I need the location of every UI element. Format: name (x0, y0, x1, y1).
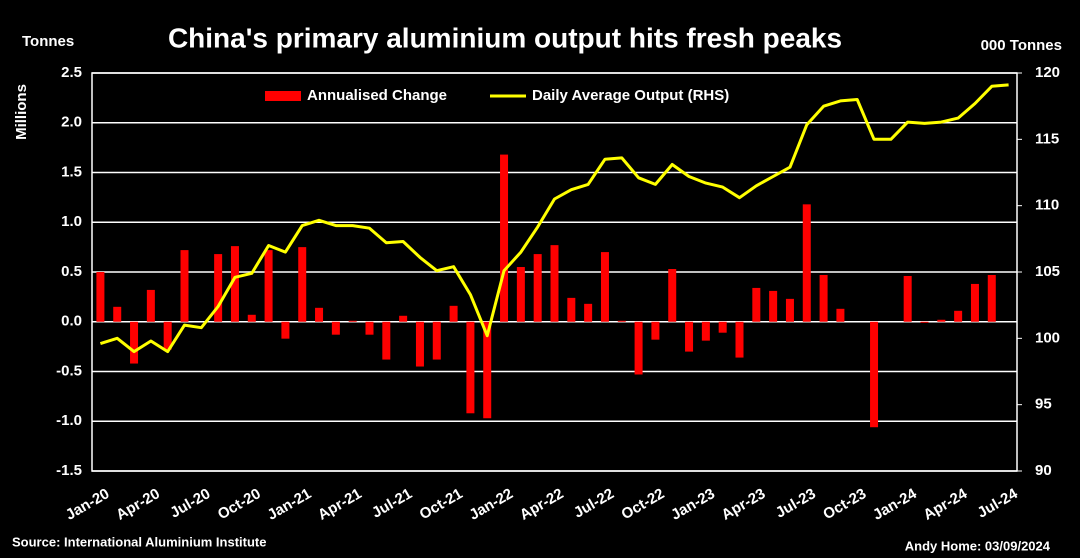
bar (331, 321, 340, 335)
plot-border (91, 72, 1018, 472)
x-tick-label: Jul-23 (773, 485, 819, 521)
x-tick-label: Jan-23 (668, 485, 718, 523)
bar (298, 247, 307, 322)
bar (130, 321, 139, 364)
bar (785, 298, 794, 322)
bar (685, 321, 694, 352)
bar (449, 305, 458, 322)
y2-tick-label: 115 (1035, 130, 1059, 147)
bar (281, 321, 290, 339)
bar (752, 287, 761, 322)
y2-tick-label: 120 (1035, 64, 1060, 81)
bar (954, 310, 963, 322)
legend-label: Daily Average Output (RHS) (532, 87, 729, 104)
source: Source: International Aluminium Institut… (12, 534, 266, 549)
bar (836, 308, 845, 322)
bar (600, 252, 609, 322)
bar (718, 321, 727, 333)
bar (651, 321, 660, 340)
bar (500, 154, 509, 322)
x-tick-label: Apr-20 (113, 485, 163, 523)
bar (819, 274, 828, 322)
y2-tick-label: 95 (1035, 396, 1052, 413)
credit: Andy Home: 03/09/2024 (905, 538, 1051, 553)
bar (769, 290, 778, 322)
bar (735, 321, 744, 358)
bar (315, 307, 324, 322)
legend-label: Annualised Change (307, 87, 447, 104)
bar (415, 321, 424, 367)
bar (230, 246, 239, 322)
x-tick-label: Jan-21 (265, 485, 315, 523)
y-tick-label: -1.0 (56, 412, 82, 429)
bar (146, 289, 155, 322)
bar (432, 321, 441, 360)
y-tick-label: 0.5 (61, 263, 82, 280)
bar (550, 245, 559, 322)
x-tick-label: Oct-20 (215, 485, 264, 523)
bar (365, 321, 374, 335)
bar (516, 267, 525, 322)
bar (214, 254, 223, 322)
bar (701, 321, 710, 341)
y-tick-label: 2.5 (61, 64, 82, 81)
bar (903, 275, 912, 322)
x-tick-label: Oct-21 (417, 485, 466, 523)
bar (937, 319, 946, 322)
bar (617, 320, 626, 322)
y-axis-unit: Tonnes (22, 33, 74, 50)
bar (567, 297, 576, 322)
y2-tick-label: 90 (1035, 462, 1052, 479)
bar (399, 315, 408, 322)
chart-title: China's primary aluminium output hits fr… (168, 22, 842, 53)
bar (634, 321, 643, 375)
bar (668, 269, 677, 322)
line (99, 83, 1009, 354)
bar (264, 250, 273, 322)
bar (584, 303, 593, 322)
x-tick-label: Jul-24 (975, 485, 1022, 522)
y-axis-label: Millions (13, 84, 30, 140)
x-tick-label: Apr-22 (517, 485, 567, 523)
x-tick-label: Jan-20 (63, 485, 113, 523)
bar (180, 250, 189, 322)
bar (970, 283, 979, 322)
x-tick-label: Apr-24 (920, 485, 970, 524)
bar (382, 321, 391, 360)
x-tick-label: Jul-21 (369, 485, 415, 521)
bar (466, 321, 475, 414)
y-tick-label: 1.5 (61, 163, 82, 180)
y-tick-label: 1.0 (61, 213, 82, 230)
x-tick-label: Oct-22 (618, 485, 667, 523)
bar (533, 254, 542, 322)
y-tick-label: -1.5 (56, 462, 82, 479)
bar (113, 306, 122, 322)
legend-swatch (265, 91, 301, 101)
bar (987, 274, 996, 322)
bar (870, 321, 879, 428)
y2-tick-label: 100 (1035, 329, 1060, 346)
x-tick-label: Jul-22 (571, 485, 617, 521)
bar (163, 321, 172, 350)
bar (96, 272, 105, 322)
y-tick-label: 0.0 (61, 313, 82, 330)
bar (483, 321, 492, 419)
y-tick-label: 2.0 (61, 114, 82, 131)
y2-tick-label: 105 (1035, 263, 1060, 280)
y2-axis-label: 000 Tonnes (981, 37, 1062, 54)
bar (247, 314, 256, 322)
x-tick-label: Jul-20 (167, 485, 213, 521)
x-tick-label: Oct-23 (820, 485, 869, 523)
bar (348, 320, 357, 322)
x-tick-label: Jan-24 (870, 485, 920, 524)
y2-tick-label: 110 (1035, 197, 1059, 214)
x-tick-label: Jan-22 (466, 485, 516, 523)
bar (802, 204, 811, 322)
bar (920, 321, 929, 323)
x-tick-label: Apr-23 (719, 485, 769, 523)
y-tick-label: -0.5 (56, 362, 82, 379)
x-tick-label: Apr-21 (315, 485, 365, 523)
